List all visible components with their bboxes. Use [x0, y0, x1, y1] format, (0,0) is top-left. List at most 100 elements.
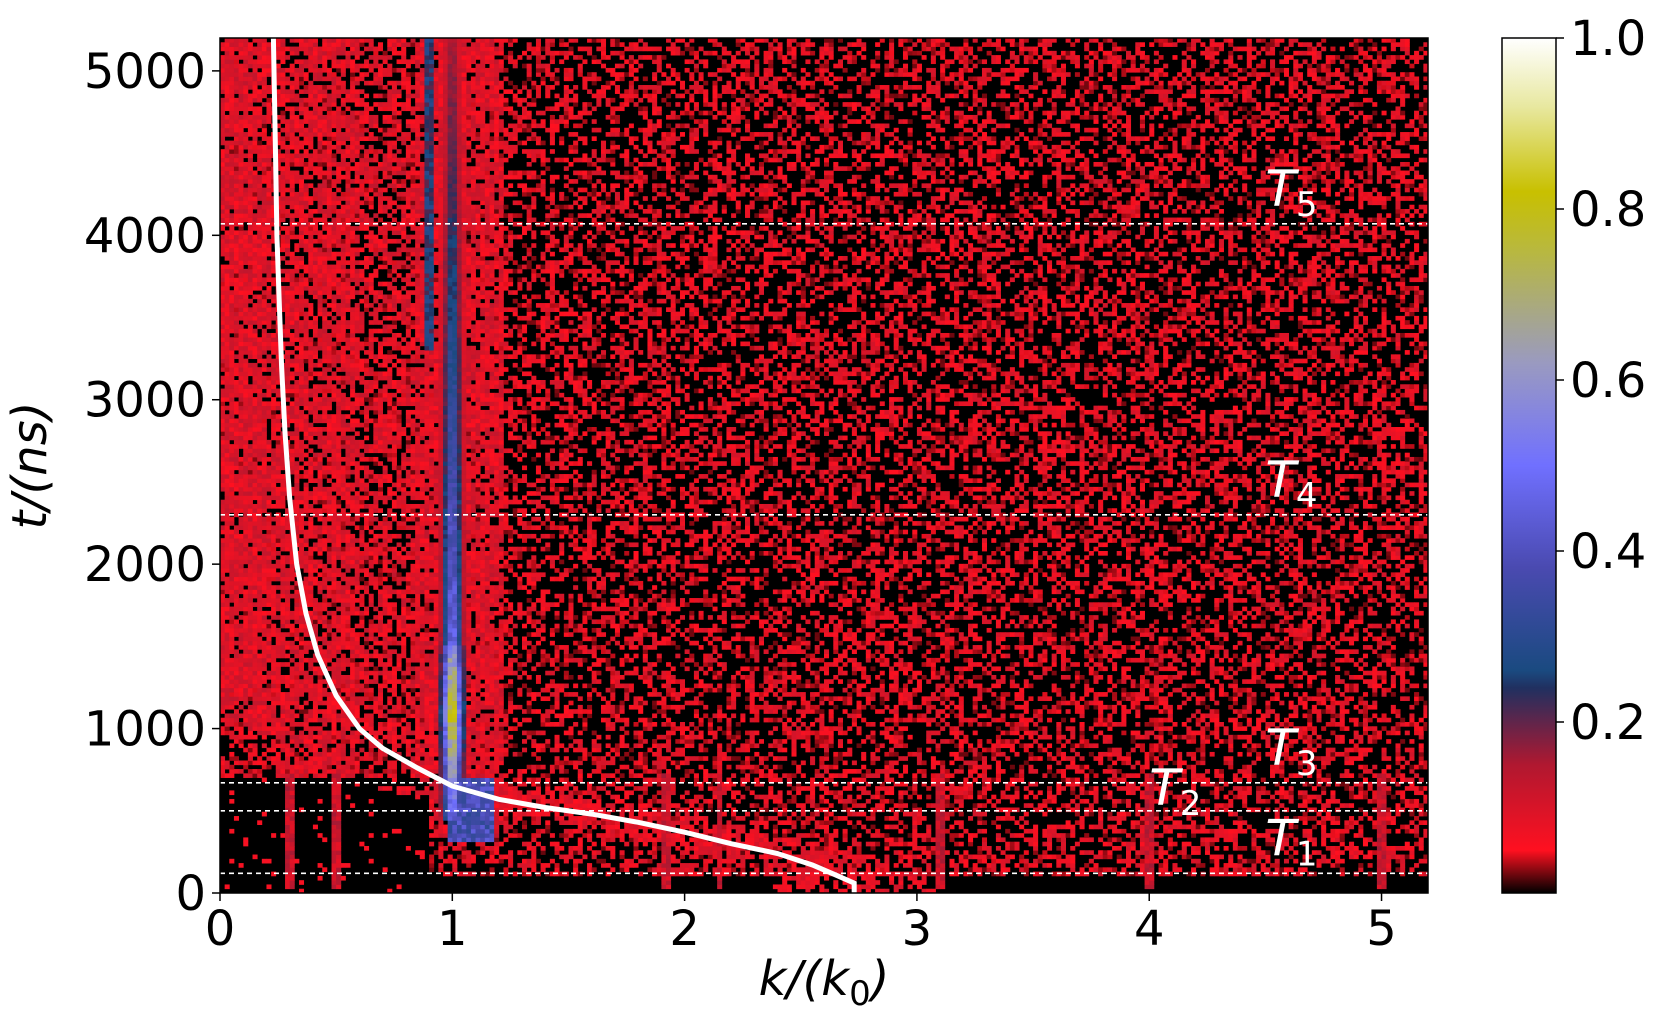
heatmap-cell — [336, 324, 341, 329]
heatmap-cell — [345, 200, 350, 205]
heatmap-cell — [266, 696, 271, 701]
heatmap-cell — [239, 662, 244, 667]
heatmap-cell — [248, 679, 253, 684]
heatmap-cell — [220, 602, 225, 607]
heatmap-cell — [285, 799, 290, 804]
heatmap-cell — [341, 166, 346, 171]
heatmap-cell — [313, 427, 318, 432]
heatmap-cell — [294, 141, 299, 146]
heatmap-cell — [276, 414, 281, 419]
heatmap-cell — [322, 436, 327, 441]
heatmap-cell — [355, 504, 360, 509]
heatmap-cell — [322, 188, 327, 193]
heatmap-cell — [359, 42, 364, 47]
heatmap-cell — [345, 376, 350, 381]
heatmap-cell — [345, 51, 350, 56]
heatmap-cell — [359, 619, 364, 624]
heatmap-cell — [327, 312, 332, 317]
heatmap-cell — [266, 136, 271, 141]
heatmap-cell — [318, 466, 323, 471]
heatmap-cell — [248, 290, 253, 295]
heatmap-cell — [299, 551, 304, 556]
heatmap-cell — [280, 589, 285, 594]
heatmap-cell — [322, 632, 327, 637]
heatmap-cell — [285, 765, 290, 770]
heatmap-cell — [266, 213, 271, 218]
heatmap-cell — [253, 628, 258, 633]
heatmap-cell — [308, 731, 313, 736]
heatmap-cell — [369, 47, 374, 52]
heatmap-cell — [336, 598, 341, 603]
heatmap-cell — [239, 115, 244, 120]
heatmap-cell — [336, 239, 341, 244]
heatmap-cell — [327, 149, 332, 154]
heatmap-cell — [262, 675, 267, 680]
heatmap-cell — [239, 286, 244, 291]
heatmap-cell — [229, 470, 234, 475]
heatmap-cell — [355, 252, 360, 257]
heatmap-cell — [294, 645, 299, 650]
heatmap-cell — [308, 273, 313, 278]
heatmap-cell — [257, 555, 262, 560]
heatmap-cell — [373, 247, 378, 252]
heatmap-cell — [266, 85, 271, 90]
heatmap-cell — [229, 735, 234, 740]
heatmap-cell — [239, 72, 244, 77]
heatmap-cell — [313, 684, 318, 689]
heatmap-cell — [253, 303, 258, 308]
heatmap-cell — [225, 423, 230, 428]
heatmap-cell — [373, 183, 378, 188]
heatmap-cell — [280, 72, 285, 77]
heatmap-cell — [239, 47, 244, 52]
heatmap-cell — [234, 423, 239, 428]
heatmap-cell — [336, 491, 341, 496]
heatmap-cell — [299, 286, 304, 291]
heatmap-cell — [276, 696, 281, 701]
heatmap-cell — [280, 239, 285, 244]
heatmap-cell — [266, 393, 271, 398]
heatmap-cell — [234, 701, 239, 706]
heatmap-cell — [243, 192, 248, 197]
heatmap-cell — [229, 752, 234, 757]
heatmap-cell — [308, 277, 313, 282]
heatmap-cell — [294, 696, 299, 701]
heatmap-cell — [364, 179, 369, 184]
heatmap-cell — [364, 64, 369, 69]
heatmap-cell — [383, 769, 388, 774]
heatmap-cell — [229, 51, 234, 56]
heatmap-cell — [239, 389, 244, 394]
heatmap-cell — [322, 239, 327, 244]
heatmap-cell — [262, 645, 267, 650]
heatmap-cell — [239, 628, 244, 633]
heatmap-cell — [350, 675, 355, 680]
heatmap-cell — [378, 688, 383, 693]
heatmap-cell — [243, 611, 248, 616]
heatmap-cell — [304, 102, 309, 107]
heatmap-cell — [359, 444, 364, 449]
heatmap-cell — [345, 269, 350, 274]
heatmap-cell — [253, 581, 258, 586]
heatmap-cell — [248, 581, 253, 586]
heatmap-cell — [308, 427, 313, 432]
heatmap-cell — [350, 803, 355, 808]
heatmap-cell — [239, 495, 244, 500]
heatmap-cell — [229, 265, 234, 270]
heatmap-cell — [290, 568, 295, 573]
heatmap-cell — [239, 354, 244, 359]
heatmap-cell — [308, 42, 313, 47]
heatmap-cell — [350, 141, 355, 146]
heatmap-cell — [253, 525, 258, 530]
heatmap-cell — [350, 692, 355, 697]
heatmap-cell — [248, 448, 253, 453]
heatmap-cell — [234, 68, 239, 73]
heatmap-cell — [266, 243, 271, 248]
heatmap-cell — [285, 705, 290, 710]
heatmap-cell — [341, 354, 346, 359]
heatmap-cell — [355, 111, 360, 116]
heatmap-cell — [294, 85, 299, 90]
heatmap-cell — [248, 277, 253, 282]
heatmap-cell — [248, 718, 253, 723]
heatmap-cell — [364, 277, 369, 282]
heatmap-cell — [229, 705, 234, 710]
heatmap-cell — [285, 153, 290, 158]
